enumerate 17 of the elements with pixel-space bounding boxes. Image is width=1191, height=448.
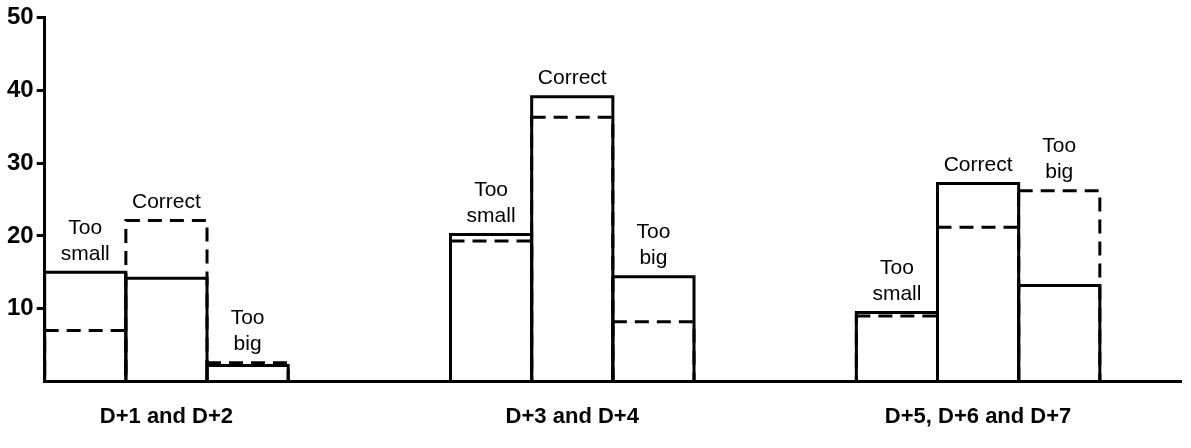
y-tick-label: 10 (6, 293, 34, 321)
annotation: Too big (636, 219, 671, 269)
annotation: Too big (1042, 133, 1077, 183)
x-tick-label: D+3 and D+4 (505, 402, 640, 428)
annotation: Correct (537, 65, 607, 89)
y-tick-label: 50 (6, 2, 34, 30)
annotation: Too small (872, 254, 922, 304)
annotation: Correct (132, 188, 202, 212)
annotation: Too big (230, 304, 265, 354)
y-tick-label: 30 (6, 147, 34, 175)
annotation: Correct (943, 151, 1013, 175)
annotation: Too small (60, 214, 110, 264)
y-tick-label: 40 (6, 74, 34, 102)
annotation: Too small (466, 176, 516, 226)
y-tick-label: 20 (6, 220, 34, 248)
x-tick-label: D+5, D+6 and D+7 (884, 402, 1072, 428)
x-tick-label: D+1 and D+2 (99, 402, 234, 428)
